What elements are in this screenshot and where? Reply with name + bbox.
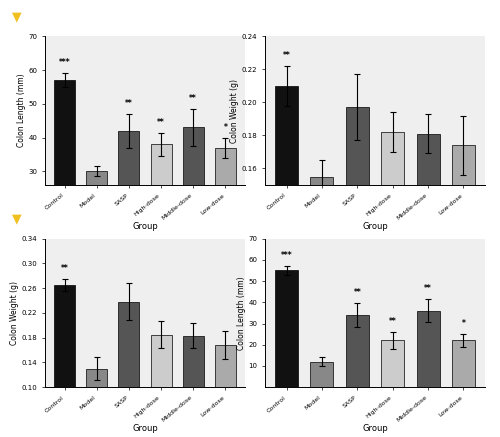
Text: DSS诱导小鼠IBD: DSS诱导小鼠IBD (40, 213, 127, 226)
Bar (275, 271, 298, 387)
Text: **: ** (424, 284, 432, 293)
Bar (346, 107, 369, 433)
Bar (150, 335, 172, 437)
Bar (310, 177, 334, 433)
Bar (310, 362, 334, 387)
Text: ***: *** (58, 59, 70, 67)
Bar (452, 145, 475, 433)
X-axis label: Group: Group (132, 424, 158, 434)
Y-axis label: Colon Length (mm): Colon Length (mm) (236, 276, 246, 350)
Text: **: ** (60, 264, 68, 273)
Y-axis label: Colon Length (mm): Colon Length (mm) (16, 74, 26, 147)
Bar (215, 345, 236, 437)
Text: TNBS诱导大鼠IBD: TNBS诱导大鼠IBD (40, 10, 138, 24)
Bar (381, 132, 404, 433)
Text: **: ** (125, 99, 133, 108)
Bar (416, 311, 440, 387)
Bar (86, 369, 107, 437)
Bar (275, 86, 298, 433)
Text: **: ** (282, 51, 290, 60)
Bar (381, 340, 404, 387)
Y-axis label: Colon Weight (g): Colon Weight (g) (10, 281, 19, 345)
Bar (452, 340, 475, 387)
Bar (416, 134, 440, 433)
Bar (150, 144, 172, 273)
X-axis label: Group: Group (362, 424, 388, 434)
Bar (86, 171, 107, 273)
Text: ***: *** (280, 251, 292, 260)
Text: **: ** (157, 118, 165, 127)
Text: **: ** (190, 94, 197, 103)
Text: **: ** (354, 288, 361, 298)
Text: *: * (462, 319, 466, 328)
X-axis label: Group: Group (362, 222, 388, 231)
Bar (346, 315, 369, 387)
Bar (183, 128, 204, 273)
Bar (215, 148, 236, 273)
Text: *: * (224, 123, 228, 132)
Bar (54, 80, 75, 273)
Text: **: ** (389, 317, 396, 326)
Text: ▼: ▼ (12, 10, 22, 24)
Bar (118, 302, 140, 437)
X-axis label: Group: Group (132, 222, 158, 231)
Bar (54, 285, 75, 437)
Bar (183, 336, 204, 437)
Bar (118, 131, 140, 273)
Text: ▼: ▼ (12, 213, 22, 226)
Y-axis label: Colon Weight (g): Colon Weight (g) (230, 79, 239, 142)
